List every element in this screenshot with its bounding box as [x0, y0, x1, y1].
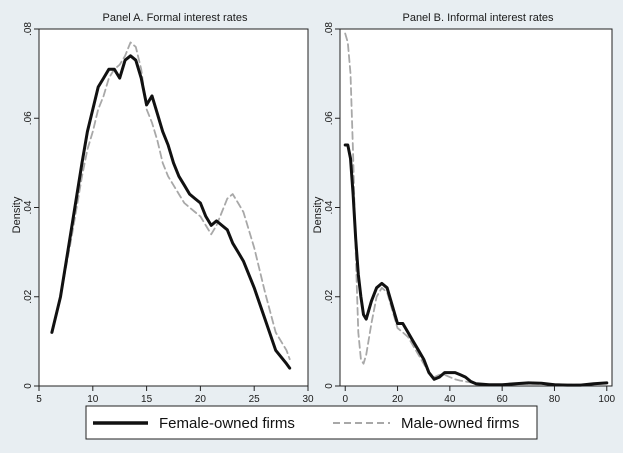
panel-b-xtick-label: 20	[392, 394, 404, 405]
legend-box	[85, 405, 538, 440]
panel-a-ytick-label: .06	[23, 111, 34, 125]
legend: Female-owned firms Male-owned firms	[85, 405, 538, 440]
panel-a-xtick-label: 30	[302, 394, 314, 405]
panel-b-title: Panel B. Informal interest rates	[402, 12, 554, 24]
panel-a-ytick-label: 0	[23, 383, 34, 389]
panel-b-xtick-label: 0	[342, 394, 348, 405]
panel-b-y-axis-label: Density	[312, 196, 324, 233]
panel-a-xtick-label: 25	[249, 394, 261, 405]
panel-a: Panel A. Formal interest rates Density 0…	[11, 12, 314, 405]
panel-b: Panel B. Informal interest rates Density…	[312, 12, 616, 405]
panel-b-plot-area	[339, 28, 613, 387]
panel-a-plot-area	[38, 28, 309, 387]
panel-a-xtick-label: 15	[141, 394, 153, 405]
panel-b-xtick-label: 60	[497, 394, 509, 405]
panel-b-xtick-label: 100	[598, 394, 615, 405]
panel-b-ytick-label: .06	[324, 111, 335, 125]
panel-a-female-density-line	[50, 54, 292, 370]
panel-b-xtick-label: 80	[549, 394, 561, 405]
panel-b-ytick-label: .04	[324, 200, 335, 214]
legend-male-label: Male-owned firms	[401, 415, 519, 432]
panel-b-ticks: 0 .02 .04 .06 .08 0 20 40 60 80 100	[324, 22, 616, 405]
panel-a-y-axis-label: Density	[11, 196, 23, 233]
panel-b-ytick-label: 0	[324, 383, 335, 389]
panel-b-ytick-label: .08	[324, 22, 335, 36]
panel-a-title: Panel A. Formal interest rates	[103, 12, 248, 24]
panel-a-male-density-line	[51, 41, 291, 361]
panel-a-ytick-label: .08	[23, 22, 34, 36]
panel-a-lines	[50, 41, 292, 370]
legend-female-label: Female-owned firms	[159, 415, 295, 432]
panel-b-lines	[343, 32, 609, 387]
panel-b-ytick-label: .02	[324, 289, 335, 303]
panel-b-xtick-label: 40	[444, 394, 456, 405]
panel-a-xtick-label: 10	[87, 394, 99, 405]
panel-a-xtick-label: 5	[36, 394, 42, 405]
panel-a-xtick-label: 20	[195, 394, 207, 405]
panel-a-ticks: 0 .02 .04 .06 .08 5 10 15 20 25 30	[23, 22, 314, 405]
panel-b-female-density-line	[343, 143, 609, 387]
panel-a-ytick-label: .02	[23, 289, 34, 303]
panel-a-ytick-label: .04	[23, 200, 34, 214]
